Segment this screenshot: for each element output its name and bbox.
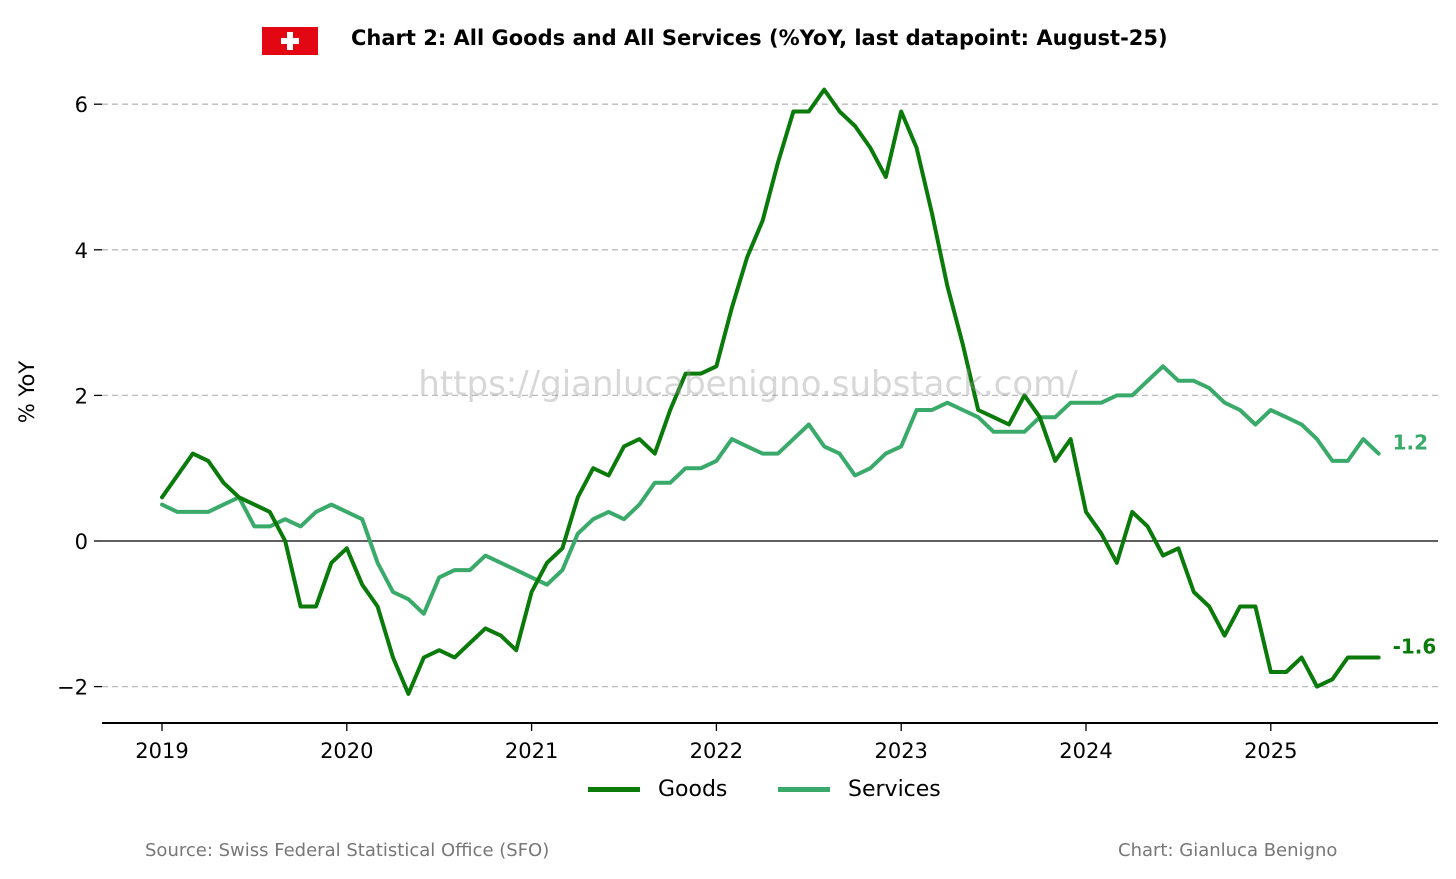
chart-credit: Chart: Gianluca Benigno — [1118, 840, 1338, 861]
y-tick-label: 0 — [75, 530, 88, 554]
y-tick-label: 2 — [75, 384, 88, 408]
y-tick-label: 6 — [75, 93, 88, 117]
series-lines — [160, 87, 1381, 696]
legend-item-services: Services — [778, 775, 941, 803]
watermark: https://gianlucabenigno.substack.com/ — [418, 364, 1078, 404]
legend-swatch-services — [778, 786, 830, 792]
x-tick-label: 2022 — [690, 739, 743, 763]
series-line-services — [160, 364, 1381, 616]
chart-title: Chart 2: All Goods and All Services (%Yo… — [351, 26, 1168, 50]
series-line-goods — [160, 87, 1381, 696]
x-tick-label: 2021 — [505, 739, 558, 763]
x-tick-label: 2023 — [874, 739, 927, 763]
y-tick-label: −2 — [57, 676, 88, 700]
swiss-flag-icon — [262, 27, 318, 55]
x-tick-label: 2020 — [320, 739, 373, 763]
end-label-services: 1.2 — [1393, 431, 1428, 455]
legend-swatch-goods — [588, 786, 640, 792]
y-tick-label: 4 — [75, 239, 88, 263]
source-note: Source: Swiss Federal Statistical Office… — [145, 840, 550, 861]
end-value-labels: 1.2 -1.6 — [1393, 431, 1437, 659]
x-axis-ticks: 2019 2020 2021 2022 2023 2024 2025 — [135, 723, 1298, 763]
y-axis-label: % YoY — [15, 360, 39, 424]
legend-label-goods: Goods — [658, 776, 728, 802]
legend-item-goods: Goods — [588, 775, 727, 803]
y-axis-ticks: 6 4 2 0 −2 — [57, 93, 102, 700]
end-label-goods: -1.6 — [1393, 634, 1437, 658]
x-tick-label: 2025 — [1244, 739, 1297, 763]
x-tick-label: 2024 — [1059, 739, 1112, 763]
legend-label-services: Services — [848, 776, 941, 802]
x-tick-label: 2019 — [135, 739, 188, 763]
